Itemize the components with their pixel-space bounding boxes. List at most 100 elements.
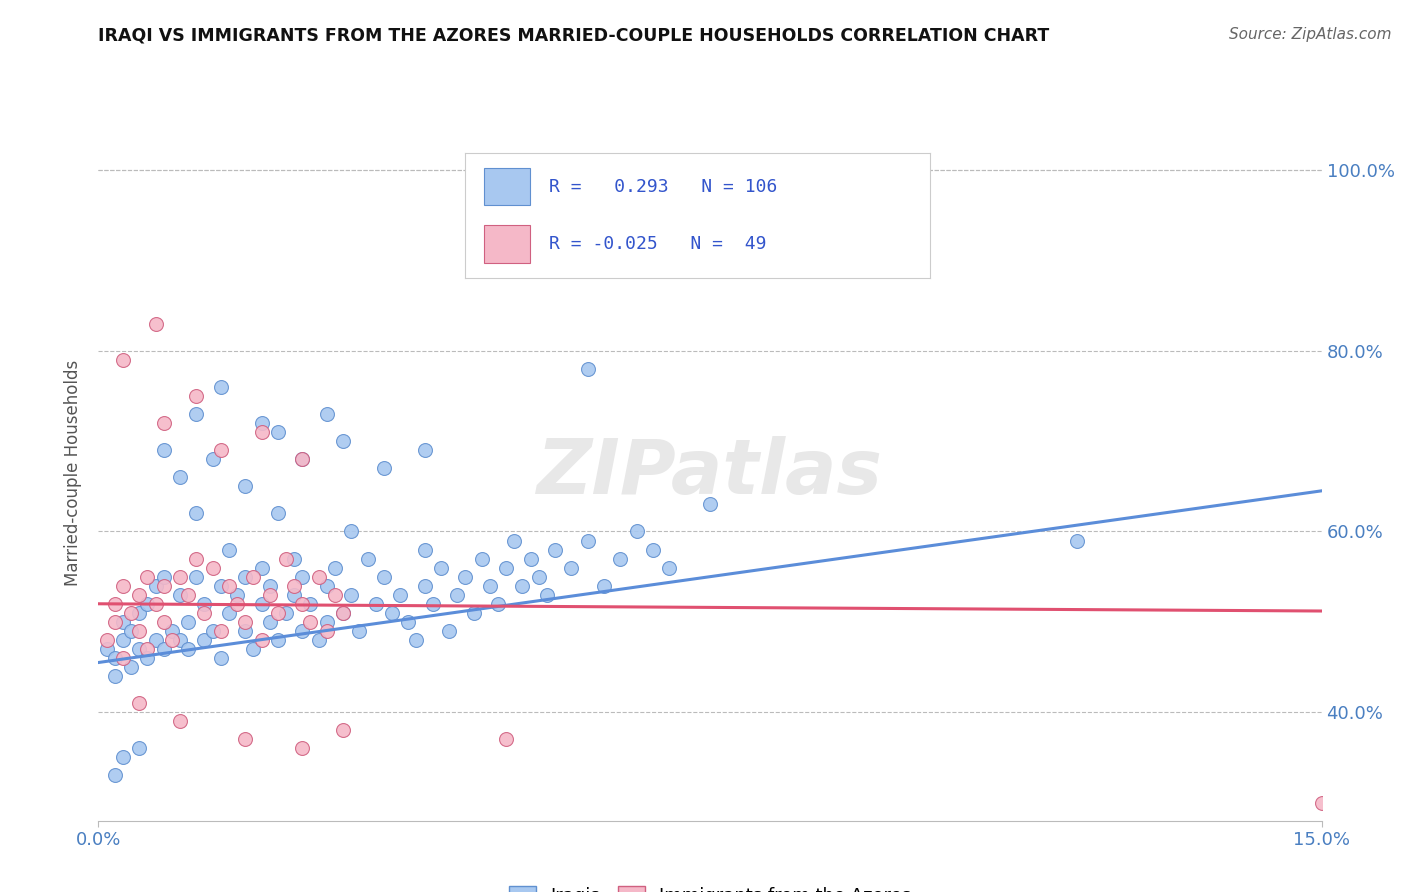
Point [160,632,183,647]
Point [218,579,240,593]
Y-axis label: Married-couple Households: Married-couple Households [65,359,83,586]
Point [373,569,395,583]
Point [128,624,150,638]
Point [209,624,232,638]
Point [186,569,208,583]
Point [242,569,264,583]
Point [250,597,273,611]
Point [104,768,127,782]
Point [356,551,378,566]
Point [626,524,648,539]
Point [177,588,200,602]
Point [218,606,240,620]
Point [209,380,232,394]
Point [332,606,354,620]
Point [120,660,142,674]
Point [283,551,305,566]
Point [186,389,208,403]
Point [560,560,582,574]
Point [437,624,460,638]
Point [446,588,468,602]
Point [422,597,444,611]
Point [340,524,363,539]
Point [169,714,191,729]
Point [209,443,232,458]
Point [430,560,453,574]
Text: IRAQI VS IMMIGRANTS FROM THE AZORES MARRIED-COUPLE HOUSEHOLDS CORRELATION CHART: IRAQI VS IMMIGRANTS FROM THE AZORES MARR… [98,27,1050,45]
Point [111,352,134,367]
Point [413,542,436,557]
Point [495,732,517,747]
Point [291,452,314,467]
Point [519,551,541,566]
Point [658,560,681,574]
Point [323,560,346,574]
Point [267,425,290,439]
Point [201,624,224,638]
Point [242,642,264,657]
Point [111,579,134,593]
Point [609,551,631,566]
Point [389,588,412,602]
Point [193,597,215,611]
Point [169,569,191,583]
Point [111,651,134,665]
Point [233,732,256,747]
Point [193,632,215,647]
Point [463,606,485,620]
Point [299,615,322,629]
Point [536,588,558,602]
Point [128,588,150,602]
Point [274,551,297,566]
Point [111,615,134,629]
Point [283,588,305,602]
Point [291,569,314,583]
Point [177,615,200,629]
Point [233,569,256,583]
Point [413,579,436,593]
Point [145,317,167,331]
Point [209,651,232,665]
Point [486,597,509,611]
Point [373,461,395,475]
Point [233,615,256,629]
Point [576,533,599,548]
Point [291,624,314,638]
Point [250,632,273,647]
Point [120,606,142,620]
Point [340,588,363,602]
Point [250,560,273,574]
Point [128,741,150,756]
Point [315,624,337,638]
Point [332,723,354,738]
Point [152,579,174,593]
Point [186,507,208,521]
Point [291,597,314,611]
Point [186,551,208,566]
Point [544,542,567,557]
Point [96,642,118,657]
Point [201,560,224,574]
Point [250,425,273,439]
Point [405,632,427,647]
Point [259,579,281,593]
Point [104,651,127,665]
Point [267,632,290,647]
Point [1310,796,1333,810]
Point [495,560,517,574]
Point [512,579,534,593]
Text: ZIPatlas: ZIPatlas [537,436,883,509]
Point [226,597,249,611]
Point [259,615,281,629]
Point [274,606,297,620]
Point [267,606,290,620]
Point [332,606,354,620]
Point [120,624,142,638]
Point [267,507,290,521]
Point [209,579,232,593]
Point [471,551,494,566]
Point [291,741,314,756]
Point [111,750,134,764]
Point [128,606,150,620]
Point [169,470,191,484]
